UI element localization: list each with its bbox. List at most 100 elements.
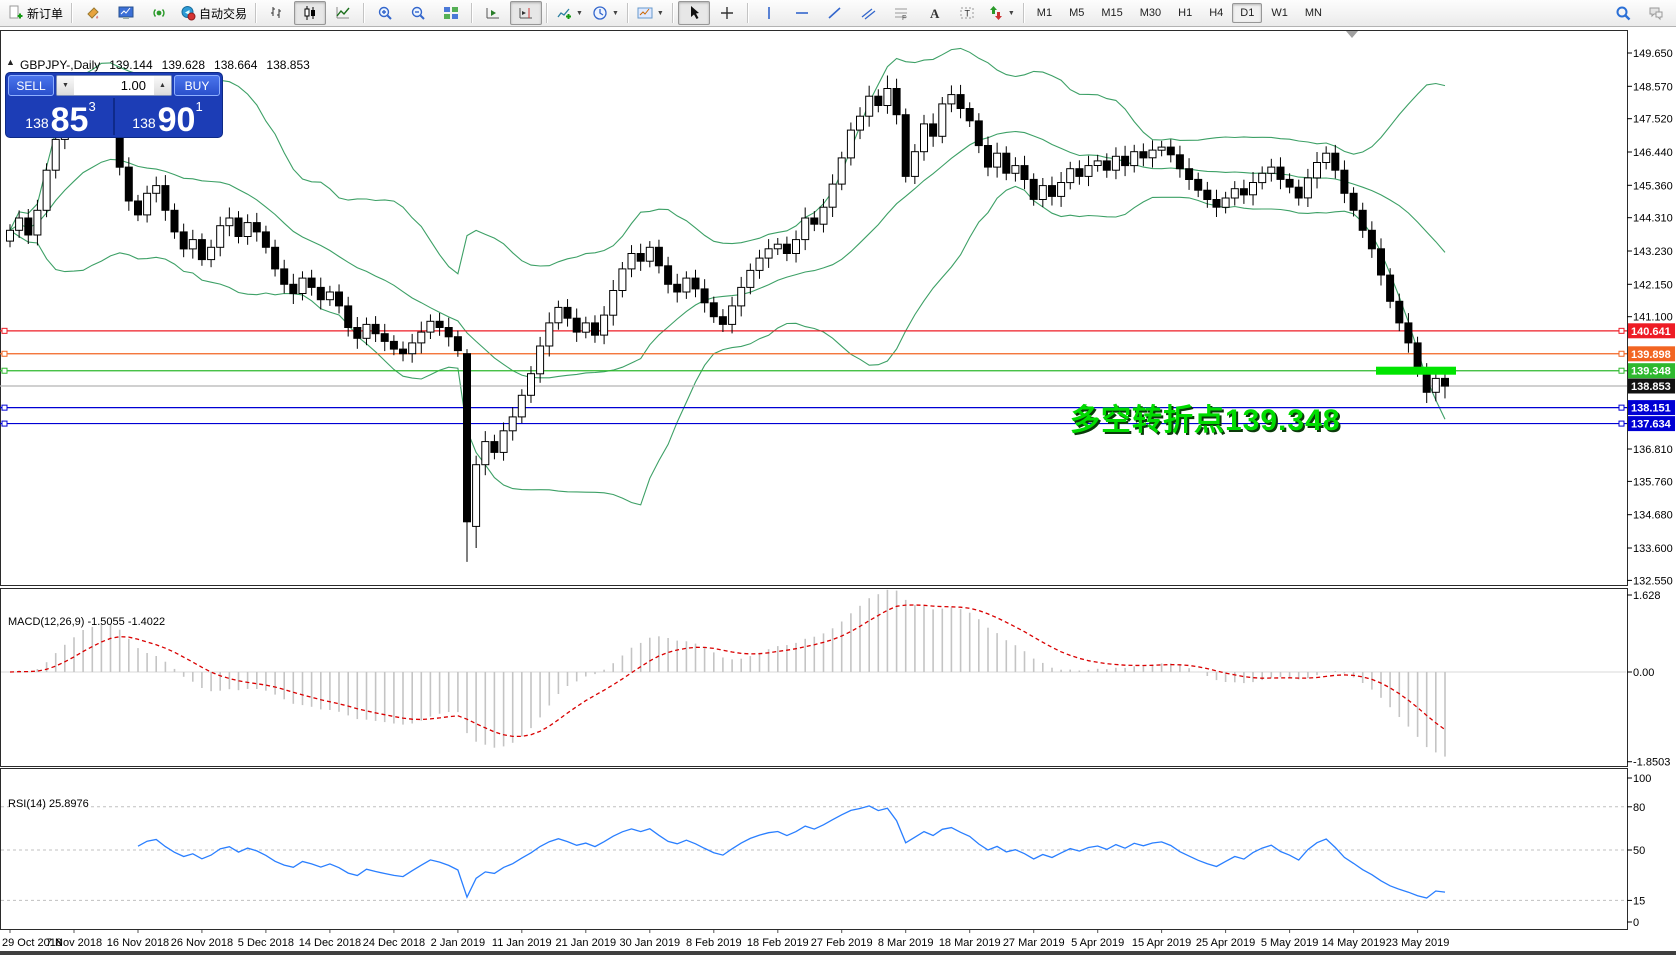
cursor-icon	[690, 6, 699, 19]
date-label: 25 Apr 2019	[1196, 937, 1255, 949]
date-label: 27 Feb 2019	[811, 937, 873, 949]
symbol-info-line: GBPJPY-,Daily 139.144 139.628 138.664 138.85…	[20, 58, 319, 72]
svg-text:100: 100	[1633, 773, 1651, 785]
macd-signal-line	[9, 604, 1446, 738]
timeframe-m1[interactable]: M1	[1036, 7, 1053, 19]
auto-scroll-button[interactable]	[477, 1, 509, 25]
crosshair-button[interactable]	[711, 1, 743, 25]
trendline-button[interactable]	[819, 1, 851, 25]
svg-text:80: 80	[1633, 802, 1645, 814]
volume-increase-button[interactable]: ▲	[154, 76, 171, 95]
chat-button[interactable]	[1640, 1, 1672, 25]
volume-decrease-button[interactable]: ▼	[57, 76, 74, 95]
cursor-button[interactable]	[677, 1, 710, 25]
date-label: 27 Mar 2019	[1003, 937, 1065, 949]
timeframe-m30[interactable]: M30	[1139, 7, 1162, 19]
date-label: 24 Dec 2018	[363, 937, 425, 949]
text-label-button[interactable]: T	[951, 1, 983, 25]
svg-text:A: A	[930, 6, 940, 21]
date-label: 14 May 2019	[1322, 937, 1386, 949]
window-bottom-edge	[0, 951, 1676, 955]
toolbar-separator	[363, 3, 366, 23]
sell-price-prefix: 138	[25, 115, 49, 131]
templates-button[interactable]: ▼	[633, 1, 668, 25]
market-watch-icon	[118, 6, 134, 19]
template-icon	[637, 7, 653, 19]
svg-text:1.628: 1.628	[1633, 590, 1661, 602]
toolbar-separator	[255, 3, 258, 23]
date-label: 5 May 2019	[1261, 937, 1318, 949]
text-button[interactable]: A	[918, 1, 950, 25]
chart-shift-button[interactable]	[510, 1, 543, 25]
timeframe-m5[interactable]: M5	[1069, 7, 1085, 19]
price-badges: 140.641 139.898 139.348 138.853 138.151 137.6…	[1628, 323, 1675, 432]
svg-text:144.310: 144.310	[1633, 213, 1673, 225]
vertical-line-button[interactable]	[753, 1, 785, 25]
date-label: 8 Mar 2019	[878, 937, 934, 949]
shift-icon	[519, 8, 533, 19]
arrows-button[interactable]: ▼	[984, 1, 1019, 25]
crosshair-icon	[720, 7, 733, 19]
timeframe-w1[interactable]: W1	[1271, 7, 1288, 19]
line-chart-button[interactable]	[327, 1, 359, 25]
chart-shift-marker[interactable]	[1346, 31, 1358, 38]
zoom-in-button[interactable]	[369, 1, 401, 25]
autotrading-button[interactable]: 自动交易	[176, 1, 251, 25]
sell-price-main: 85	[50, 101, 89, 140]
svg-text:148.570: 148.570	[1633, 81, 1673, 93]
buy-price-sup: 1	[195, 99, 203, 114]
timeframe-mn[interactable]: MN	[1304, 7, 1322, 19]
timeframe-d1[interactable]: D1	[1232, 3, 1263, 23]
horizontal-line-button[interactable]	[786, 1, 818, 25]
svg-text:141.100: 141.100	[1633, 312, 1673, 324]
bollinger-bands	[9, 47, 1446, 506]
toolbar-separator	[746, 3, 749, 23]
buy-price-main: 90	[157, 101, 196, 140]
text-icon: A	[930, 6, 940, 21]
new-order-button-label: 新订单	[27, 6, 64, 21]
channel-button[interactable]	[852, 1, 884, 25]
styles-button[interactable]	[77, 1, 109, 25]
toolbar-separator	[1022, 3, 1025, 23]
close-value: 138.853	[266, 58, 310, 72]
zoom-out-button[interactable]	[402, 1, 434, 25]
timeframe-h4[interactable]: H4	[1209, 7, 1224, 19]
svg-text:143.230: 143.230	[1633, 246, 1673, 258]
dropdown-caret-icon[interactable]: ▼	[611, 9, 619, 17]
timeframe-h1[interactable]: H1	[1178, 7, 1193, 19]
autoscroll-icon	[486, 8, 500, 19]
periods-button[interactable]: ▼	[588, 1, 623, 25]
buy-price-button[interactable]: 138 90 1	[115, 98, 220, 140]
highlight-trendline[interactable]	[1376, 366, 1456, 375]
date-label: 23 May 2019	[1386, 937, 1450, 949]
autotrading-button-label: 自动交易	[199, 6, 248, 21]
annotation-text: 多空转折点139.348	[1070, 404, 1341, 437]
chart-canvas[interactable]: 149.650 148.570 147.520 146.440 145.360 144.3…	[0, 27, 1676, 955]
indicators-button[interactable]: ▼	[552, 1, 587, 25]
price-axis: 149.650 148.570 147.520 146.440 145.360 144.3…	[1627, 48, 1673, 587]
search-button[interactable]	[1607, 1, 1639, 25]
rsi-levels	[1, 806, 1626, 901]
volume-value[interactable]: 1.00	[74, 76, 154, 95]
sell-price-button[interactable]: 138 85 3	[8, 98, 113, 140]
dropdown-caret-icon[interactable]: ▼	[576, 9, 583, 17]
toolbar-separator	[626, 3, 629, 23]
trade-panel-collapse-arrow[interactable]: ▲	[6, 57, 15, 67]
fibonacci-button[interactable]: F	[885, 1, 917, 25]
horizontal-lines[interactable]	[0, 327, 1627, 427]
market-watch-button[interactable]	[110, 1, 142, 25]
date-label: 5 Dec 2018	[238, 937, 294, 949]
signals-button[interactable]	[143, 1, 175, 25]
new-order-button[interactable]: 新订单	[4, 1, 67, 25]
dropdown-caret-icon[interactable]: ▼	[1007, 9, 1015, 17]
timeframe-m15[interactable]: M15	[1101, 7, 1123, 19]
tile-windows-button[interactable]	[435, 1, 467, 25]
candlestick-chart-button[interactable]	[294, 1, 327, 25]
buy-button[interactable]: BUY	[174, 75, 220, 96]
dropdown-caret-icon[interactable]: ▼	[656, 9, 664, 17]
bar-chart-button[interactable]	[261, 1, 293, 25]
date-label: 5 Apr 2019	[1071, 937, 1124, 949]
sell-button[interactable]: SELL	[8, 75, 54, 96]
indicators-icon	[557, 8, 572, 19]
